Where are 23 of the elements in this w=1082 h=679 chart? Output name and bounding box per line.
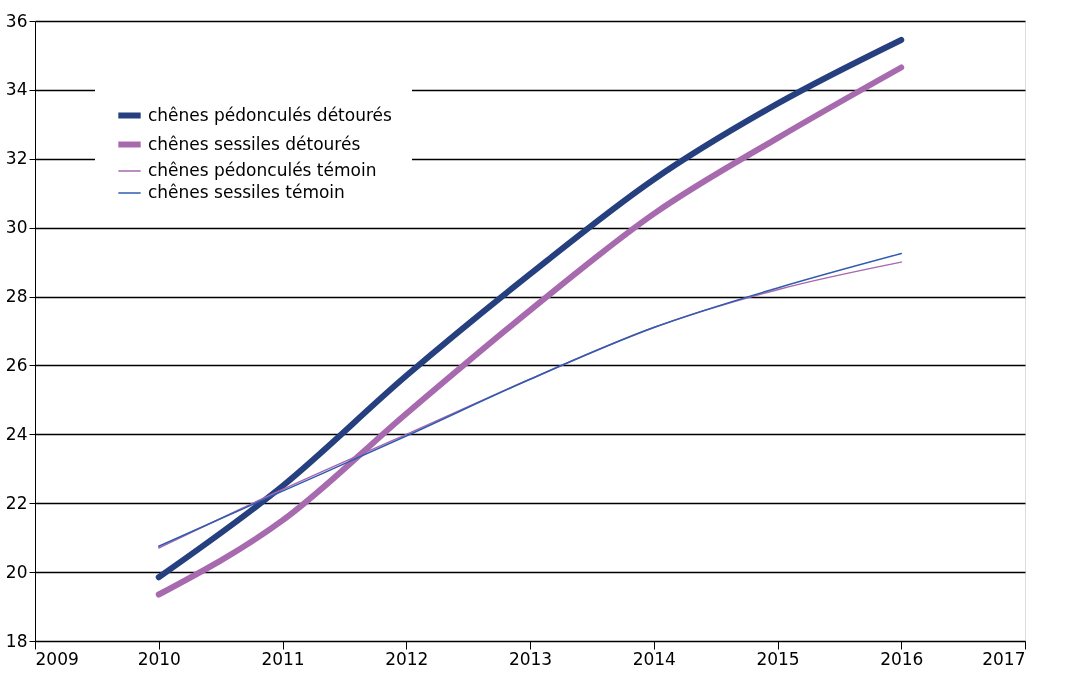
y-tick-label: 34 bbox=[5, 79, 28, 100]
y-tick-label: 18 bbox=[5, 630, 28, 651]
y-tick-label: 28 bbox=[5, 286, 28, 307]
y-tick-label: 24 bbox=[5, 423, 28, 444]
y-tick-label: 22 bbox=[5, 492, 28, 513]
x-tick-label: 2017 bbox=[982, 648, 1026, 669]
y-tick-label: 30 bbox=[5, 217, 28, 238]
legend-label: chênes sessiles détourés bbox=[148, 133, 361, 154]
y-tick-label: 26 bbox=[5, 354, 28, 375]
legend-label: chênes sessiles témoin bbox=[148, 182, 345, 202]
y-tick-label: 36 bbox=[5, 10, 28, 31]
x-tick-label: 2014 bbox=[632, 648, 676, 669]
x-tick-label: 2016 bbox=[880, 648, 924, 669]
legend-label: chênes pédonculés témoin bbox=[148, 160, 377, 180]
x-tick-label: 2011 bbox=[261, 648, 305, 669]
y-tick-label: 20 bbox=[5, 561, 28, 582]
legend-label: chênes pédonculés détourés bbox=[148, 104, 393, 125]
x-tick-label: 2009 bbox=[35, 648, 79, 669]
y-tick-label: 32 bbox=[5, 148, 28, 169]
x-tick-label: 2010 bbox=[137, 648, 181, 669]
x-tick-label: 2012 bbox=[385, 648, 429, 669]
x-tick-label: 2015 bbox=[756, 648, 800, 669]
x-tick-label: 2013 bbox=[508, 648, 553, 669]
